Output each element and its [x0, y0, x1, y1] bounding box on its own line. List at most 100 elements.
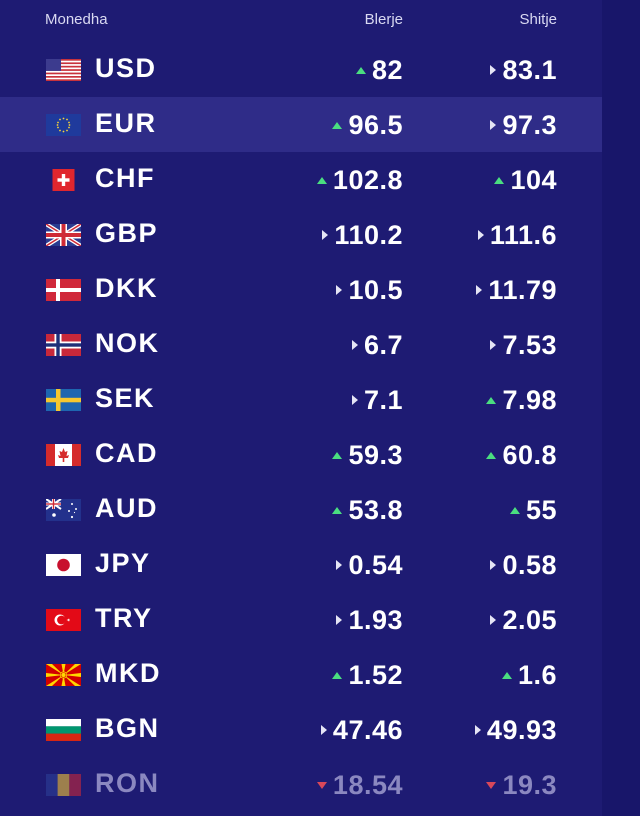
buy-cell: 1.93	[336, 603, 403, 637]
currency-code: CAD	[95, 438, 158, 468]
buy-cell: 59.3	[332, 438, 403, 472]
sell-rate: 83.1	[502, 54, 557, 85]
sell-cell: 55	[509, 493, 557, 527]
trend-flat-icon	[474, 725, 481, 735]
switzerland-flag-icon	[46, 169, 81, 191]
trend-up-icon	[332, 506, 343, 514]
sell-cell: 11.79	[476, 273, 557, 307]
denmark-flag-icon	[46, 279, 81, 301]
sell-rate: 60.8	[502, 439, 557, 470]
usa-flag-icon	[46, 59, 81, 81]
trend-flat-icon	[490, 65, 497, 75]
sell-cell: 60.8	[486, 438, 557, 472]
sell-rate: 19.3	[502, 769, 557, 800]
buy-rate: 102.8	[332, 164, 403, 195]
sell-rate: 11.79	[488, 274, 557, 305]
trend-flat-icon	[336, 615, 343, 625]
rate-row-cad[interactable]: CAD 59.3 60.8	[0, 427, 602, 482]
buy-rate: 82	[371, 54, 403, 85]
buy-rate: 0.54	[348, 549, 403, 580]
trend-down-icon	[316, 781, 327, 789]
trend-up-icon	[355, 66, 366, 74]
currency-code: USD	[95, 53, 157, 83]
sell-rate: 1.6	[517, 659, 557, 690]
currency-code: TRY	[95, 603, 153, 633]
buy-cell: 6.7	[351, 328, 403, 362]
buy-rate: 10.5	[348, 274, 403, 305]
buy-cell: 82	[355, 53, 403, 87]
romania-flag-icon	[46, 774, 81, 796]
sell-cell: 97.3	[490, 108, 557, 142]
rate-row-eur[interactable]: EUR 96.5 97.3	[0, 97, 602, 152]
header-sell: Shitje	[519, 11, 557, 28]
currency-code: CHF	[95, 163, 155, 193]
rate-row-bgn[interactable]: BGN 47.46 49.93	[0, 702, 602, 757]
eu-flag-icon	[46, 114, 81, 136]
sell-cell: 83.1	[490, 53, 557, 87]
trend-up-icon	[332, 121, 343, 129]
trend-up-icon	[509, 506, 520, 514]
currency-code: SEK	[95, 383, 156, 413]
sweden-flag-icon	[46, 389, 81, 411]
currency-code: DKK	[95, 273, 158, 303]
table-header: Monedha Blerje Shitje	[0, 0, 602, 40]
trend-flat-icon	[320, 725, 327, 735]
header-currency: Monedha	[45, 11, 108, 28]
bulgaria-flag-icon	[46, 719, 81, 741]
currency-code: JPY	[95, 548, 151, 578]
buy-rate: 18.54	[332, 769, 403, 800]
sell-rate: 2.05	[502, 604, 557, 635]
header-buy: Blerje	[364, 11, 403, 28]
japan-flag-icon	[46, 554, 81, 576]
sell-cell: 49.93	[474, 713, 557, 747]
australia-flag-icon	[46, 499, 81, 521]
trend-flat-icon	[336, 560, 343, 570]
buy-cell: 47.46	[320, 713, 403, 747]
rate-row-gbp[interactable]: GBP 110.2 111.6	[0, 207, 602, 262]
trend-flat-icon	[490, 615, 497, 625]
sell-rate: 7.53	[502, 329, 557, 360]
exchange-rate-panel: Monedha Blerje Shitje USD	[0, 0, 602, 812]
trend-flat-icon	[351, 340, 358, 350]
currency-code: NOK	[95, 328, 160, 358]
currency-code: RON	[95, 768, 160, 798]
sell-rate: 111.6	[489, 219, 557, 250]
trend-up-icon	[316, 176, 327, 184]
rate-row-chf[interactable]: CHF 102.8 104	[0, 152, 602, 207]
buy-cell: 110.2	[322, 218, 403, 252]
sell-cell: 19.3	[486, 768, 557, 802]
page-background	[602, 0, 640, 816]
sell-cell: 111.6	[477, 218, 557, 252]
trend-flat-icon	[476, 285, 483, 295]
sell-rate: 0.58	[502, 549, 557, 580]
buy-cell: 0.54	[336, 548, 403, 582]
rate-row-usd[interactable]: USD 82 83.1	[0, 42, 602, 97]
trend-up-icon	[332, 451, 343, 459]
buy-cell: 7.1	[351, 383, 403, 417]
north-macedonia-flag-icon	[46, 664, 81, 686]
trend-flat-icon	[490, 120, 497, 130]
sell-cell: 104	[494, 163, 557, 197]
rate-row-nok[interactable]: NOK 6.7 7.53	[0, 317, 602, 372]
buy-rate: 53.8	[348, 494, 403, 525]
currency-code: AUD	[95, 493, 158, 523]
buy-rate: 96.5	[348, 109, 403, 140]
buy-rate: 1.52	[348, 659, 403, 690]
trend-up-icon	[332, 671, 343, 679]
trend-up-icon	[501, 671, 512, 679]
uk-flag-icon	[46, 224, 81, 246]
sell-rate: 49.93	[486, 714, 557, 745]
rate-row-aud[interactable]: AUD 53.8 55	[0, 482, 602, 537]
rate-row-dkk[interactable]: DKK 10.5 11.79	[0, 262, 602, 317]
sell-rate: 97.3	[502, 109, 557, 140]
rate-row-jpy[interactable]: JPY 0.54 0.58	[0, 537, 602, 592]
rate-row-ron[interactable]: RON 18.54 19.3	[0, 757, 602, 812]
trend-up-icon	[486, 396, 497, 404]
buy-cell: 102.8	[316, 163, 403, 197]
rate-row-sek[interactable]: SEK 7.1 7.98	[0, 372, 602, 427]
trend-up-icon	[494, 176, 505, 184]
rate-row-try[interactable]: TRY 1.93 2.05	[0, 592, 602, 647]
sell-rate: 7.98	[502, 384, 557, 415]
rate-row-mkd[interactable]: MKD 1.52 1.6	[0, 647, 602, 702]
currency-code: MKD	[95, 658, 161, 688]
